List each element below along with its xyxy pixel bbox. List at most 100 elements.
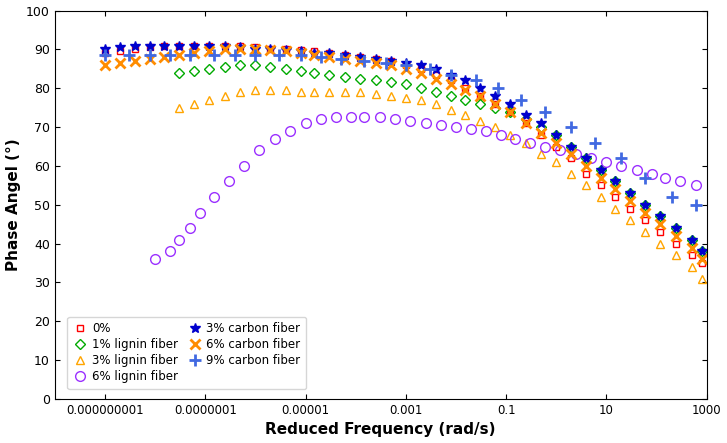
3% carbon fiber [356, 54, 364, 60]
1% lignin fiber [251, 62, 260, 68]
6% carbon fiber [281, 49, 290, 54]
3% carbon fiber [460, 78, 469, 83]
3% carbon fiber [582, 155, 591, 161]
9% carbon fiber [100, 53, 109, 58]
6% lignin fiber [497, 132, 505, 137]
3% lignin fiber [641, 229, 650, 235]
3% lignin fiber [236, 89, 245, 95]
1% lignin fiber [340, 74, 349, 79]
1% lignin fiber [491, 105, 499, 110]
0% [672, 241, 680, 246]
9% carbon fiber [617, 155, 626, 161]
3% carbon fiber [174, 43, 183, 48]
0% [266, 46, 275, 51]
6% lignin fiber [286, 128, 295, 134]
6% lignin fiber [390, 117, 399, 122]
9% carbon fiber [667, 194, 676, 200]
6% carbon fiber [567, 152, 576, 157]
3% lignin fiber [491, 124, 499, 130]
3% carbon fiber [626, 190, 635, 196]
6% carbon fiber [160, 54, 169, 60]
Legend: 0%, 1% lignin fiber, 3% lignin fiber, 6% lignin fiber, 3% carbon fiber, 6% carbo: 0%, 1% lignin fiber, 3% lignin fiber, 6%… [68, 317, 306, 389]
0% [100, 51, 109, 56]
6% lignin fiber [375, 115, 384, 120]
1% lignin fiber [386, 80, 395, 85]
9% carbon fiber [691, 202, 700, 207]
3% carbon fiber [522, 113, 531, 118]
9% carbon fiber [231, 53, 240, 58]
0% [281, 47, 290, 52]
6% lignin fiber [186, 225, 195, 231]
1% lignin fiber [417, 85, 425, 91]
6% lignin fiber [617, 163, 626, 169]
6% carbon fiber [537, 130, 545, 136]
3% lignin fiber [522, 140, 531, 145]
0% [687, 253, 696, 258]
3% lignin fiber [475, 119, 484, 124]
3% carbon fiber [567, 144, 576, 149]
9% carbon fiber [494, 85, 502, 91]
6% carbon fiber [522, 120, 531, 126]
1% lignin fiber [325, 72, 334, 78]
0% [522, 120, 531, 126]
1% lignin fiber [174, 70, 183, 75]
9% carbon fiber [401, 62, 410, 68]
1% lignin fiber [236, 62, 245, 68]
3% lignin fiber [506, 132, 515, 137]
6% carbon fiber [552, 140, 561, 145]
6% carbon fiber [190, 51, 198, 56]
3% carbon fiber [297, 49, 305, 54]
3% carbon fiber [672, 225, 680, 231]
3% carbon fiber [552, 132, 561, 137]
3% carbon fiber [656, 214, 664, 219]
6% carbon fiber [432, 76, 441, 81]
3% carbon fiber [506, 101, 515, 106]
X-axis label: Reduced Frequency (rad/s): Reduced Frequency (rad/s) [265, 423, 496, 437]
3% carbon fiber [205, 43, 214, 48]
0% [417, 66, 425, 71]
6% lignin fiber [556, 148, 565, 153]
6% lignin fiber [602, 159, 611, 165]
0% [190, 43, 198, 48]
6% lignin fiber [301, 120, 310, 126]
6% carbon fiber [446, 82, 455, 87]
0% [297, 47, 305, 53]
3% carbon fiber [697, 249, 706, 254]
3% lignin fiber [417, 97, 425, 103]
3% carbon fiber [146, 43, 155, 48]
6% carbon fiber [251, 47, 260, 52]
3% lignin fiber [597, 194, 606, 200]
1% lignin fiber [446, 93, 455, 99]
6% carbon fiber [672, 233, 680, 238]
9% carbon fiber [316, 54, 325, 60]
1% lignin fiber [221, 64, 230, 70]
6% lignin fiber [572, 152, 581, 157]
0% [697, 260, 706, 266]
9% carbon fiber [446, 72, 455, 78]
3% lignin fiber [310, 89, 318, 95]
1% lignin fiber [656, 214, 664, 219]
9% carbon fiber [382, 60, 390, 66]
1% lignin fiber [205, 66, 214, 71]
6% carbon fiber [491, 101, 499, 106]
9% carbon fiber [336, 56, 345, 62]
9% carbon fiber [251, 53, 260, 58]
3% carbon fiber [641, 202, 650, 207]
3% carbon fiber [597, 167, 606, 172]
6% lignin fiber [360, 115, 369, 120]
3% carbon fiber [131, 43, 140, 48]
0% [597, 183, 606, 188]
9% carbon fiber [209, 53, 218, 58]
Line: 6% carbon fiber: 6% carbon fiber [100, 45, 707, 264]
1% lignin fiber [266, 64, 275, 70]
1% lignin fiber [356, 76, 364, 81]
0% [356, 54, 364, 60]
0% [506, 109, 515, 114]
0% [446, 78, 455, 83]
1% lignin fiber [522, 117, 531, 122]
6% carbon fiber [356, 58, 364, 64]
3% carbon fiber [221, 44, 230, 49]
3% lignin fiber [432, 101, 441, 106]
Line: 6% lignin fiber: 6% lignin fiber [150, 113, 700, 264]
6% carbon fiber [641, 210, 650, 215]
